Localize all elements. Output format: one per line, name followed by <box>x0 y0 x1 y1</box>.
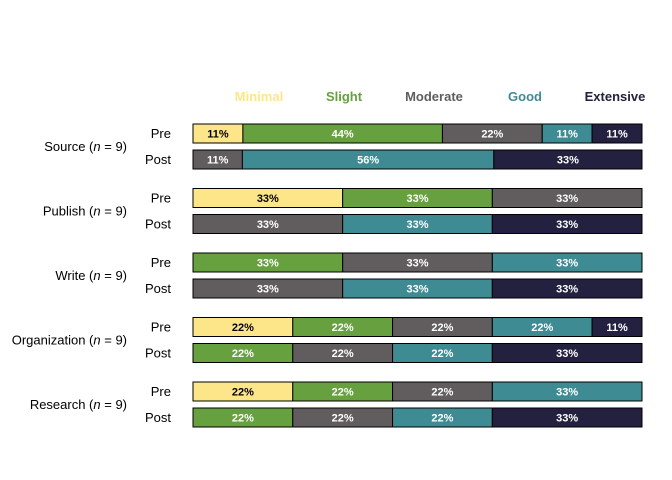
category-label: Write (n = 9) <box>55 268 127 283</box>
row-label-pre: Pre <box>151 255 171 270</box>
bar-segment-extensive <box>491 407 643 428</box>
data-label: 33% <box>257 193 279 205</box>
data-label: 11% <box>556 129 578 141</box>
row-label-post: Post <box>145 281 171 296</box>
group-source: Source (n = 9) Pre 11% 44% 22% 11% 11% Post 11% 5… <box>44 123 643 170</box>
row-label-post: Post <box>145 410 171 425</box>
data-label: 33% <box>257 284 279 296</box>
category-label: Publish (n = 9) <box>43 204 127 219</box>
data-label: 22% <box>232 413 254 425</box>
data-label: 11% <box>207 155 229 167</box>
data-label: 33% <box>556 258 578 270</box>
row-label-post: Post <box>145 217 171 232</box>
category-label: Source (n = 9) <box>44 139 127 154</box>
data-label: 56% <box>357 155 379 167</box>
data-label: 22% <box>332 413 354 425</box>
data-label: 33% <box>406 219 428 231</box>
bar-segment-extensive <box>491 214 643 234</box>
chart-legend: Minimal Slight Moderate Good Extensive <box>235 89 646 104</box>
data-label: 11% <box>606 129 628 141</box>
category-label: Organization (n = 9) <box>12 333 127 348</box>
bar-segment-extensive <box>491 343 643 363</box>
data-label: 11% <box>207 129 229 141</box>
data-label: 22% <box>431 322 453 334</box>
data-label: 22% <box>431 348 453 360</box>
data-label: 22% <box>431 413 453 425</box>
group-publish: Publish (n = 9) Pre 33% 33% 33% Post 33% 33% 33% <box>43 188 643 234</box>
bar-segment-moderate <box>491 188 643 208</box>
data-label: 22% <box>481 129 503 141</box>
data-label: 22% <box>332 322 354 334</box>
row-label-post: Post <box>145 346 171 361</box>
data-label: 33% <box>257 258 279 270</box>
bar-segment-good <box>491 381 643 402</box>
data-label: 33% <box>556 413 578 425</box>
group-organization: Organization (n = 9) Pre 22% 22% 22% 22% 11% Po… <box>12 317 643 363</box>
data-label: 33% <box>406 284 428 296</box>
data-label: 22% <box>232 322 254 334</box>
data-label: 22% <box>332 387 354 399</box>
row-label-pre: Pre <box>151 126 171 141</box>
data-label: 44% <box>332 129 354 141</box>
row-label-post: Post <box>145 152 171 167</box>
data-label: 33% <box>257 219 279 231</box>
bar-segment-extensive <box>493 149 643 170</box>
legend-entry-minimal: Minimal <box>235 89 283 104</box>
chart-bars: Source (n = 9) Pre 11% 44% 22% 11% 11% Post 11% 5… <box>12 123 643 428</box>
data-label: 33% <box>556 219 578 231</box>
data-label: 33% <box>556 348 578 360</box>
data-label: 22% <box>232 348 254 360</box>
data-label: 22% <box>332 348 354 360</box>
bar-segment-extensive <box>491 278 643 299</box>
legend-entry-moderate: Moderate <box>405 89 463 104</box>
row-label-pre: Pre <box>151 384 171 399</box>
group-write: Write (n = 9) Pre 33% 33% 33% Post 33% 33% 33% <box>55 252 643 299</box>
data-label: 33% <box>556 387 578 399</box>
data-label: 22% <box>531 322 553 334</box>
legend-entry-slight: Slight <box>326 89 363 104</box>
group-research: Research (n = 9) Pre 22% 22% 22% 33% Post 22% 22… <box>30 381 643 428</box>
legend-entry-good: Good <box>508 89 542 104</box>
data-label: 33% <box>556 193 578 205</box>
bar-segment-extensive <box>591 317 643 337</box>
data-label: 33% <box>406 193 428 205</box>
row-label-pre: Pre <box>151 320 171 335</box>
data-label: 33% <box>557 155 579 167</box>
bar-segment-extensive <box>591 123 643 144</box>
data-label: 33% <box>556 284 578 296</box>
legend-entry-extensive: Extensive <box>585 89 646 104</box>
category-label: Research (n = 9) <box>30 397 127 412</box>
data-label: 22% <box>431 387 453 399</box>
data-label: 11% <box>606 322 628 334</box>
bar-segment-good <box>491 252 643 273</box>
row-label-pre: Pre <box>151 191 171 206</box>
data-label: 33% <box>406 258 428 270</box>
data-label: 22% <box>232 387 254 399</box>
